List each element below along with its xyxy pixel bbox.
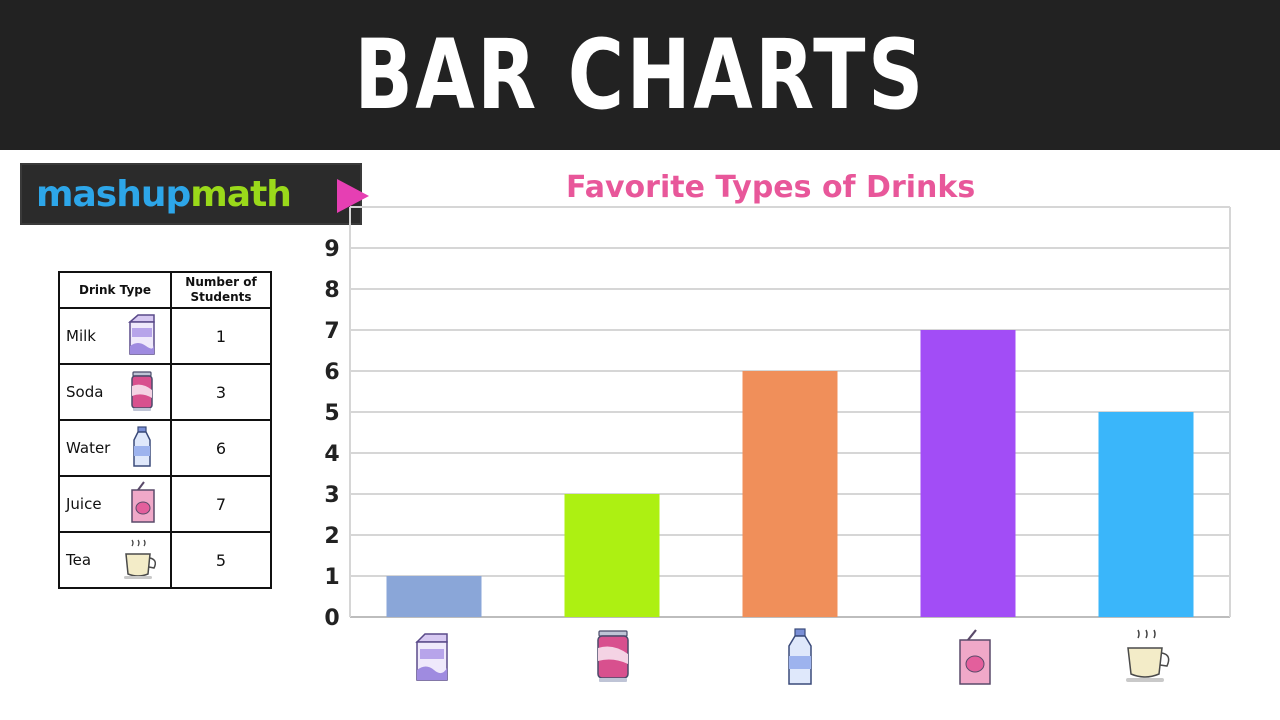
juice-box-icon	[131, 481, 155, 523]
soda-can-icon	[131, 371, 153, 411]
y-tick-label: 3	[324, 483, 339, 508]
y-tick-label: 5	[324, 401, 339, 426]
table-header-row: Drink Type Number of Students	[58, 271, 272, 309]
y-tick-label: 0	[324, 606, 339, 631]
table-row: Soda 3	[58, 363, 272, 421]
drink-type-label: Juice	[66, 495, 102, 513]
y-tick-label: 2	[324, 524, 339, 549]
bar-soda	[564, 494, 660, 617]
banner-title: BAR CHARTS EXPLAINED!	[354, 19, 926, 261]
bar-tea	[1098, 412, 1194, 617]
y-tick-label: 1	[324, 565, 339, 590]
table-header-number-of-students: Number of Students	[170, 271, 272, 309]
y-tick-label: 9	[324, 237, 339, 262]
play-triangle-icon	[337, 179, 369, 213]
y-tick-label: 7	[324, 319, 339, 344]
logo-text-mashup: mashup	[36, 174, 191, 215]
table-row: Milk 1	[58, 307, 272, 365]
bar-milk	[386, 576, 482, 617]
water-bottle-icon	[133, 426, 151, 467]
drink-type-label: Tea	[66, 551, 92, 569]
bar-juice	[920, 330, 1016, 617]
milk-carton-icon	[128, 314, 155, 355]
table-row: Water 6	[58, 419, 272, 477]
student-count: 7	[170, 475, 272, 533]
drink-type-label: Water	[66, 439, 111, 457]
drink-data-table: Drink Type Number of Students Milk 1 Sod…	[58, 271, 272, 589]
student-count: 1	[170, 307, 272, 365]
title-banner: BAR CHARTS EXPLAINED!	[0, 0, 1280, 261]
table-row: Tea 5	[58, 531, 272, 589]
tea-cup-icon	[1126, 629, 1170, 682]
drink-type-label: Soda	[66, 383, 104, 401]
drink-type-label: Milk	[66, 327, 96, 345]
y-tick-label: 6	[324, 360, 339, 385]
water-bottle-icon	[788, 628, 812, 685]
logo-text-math: math	[190, 174, 292, 215]
soda-can-icon	[597, 630, 629, 682]
juice-box-icon	[959, 629, 991, 685]
mashupmath-logo: mashupmath	[20, 163, 369, 225]
student-count: 5	[170, 531, 272, 589]
tea-cup-icon	[124, 539, 157, 579]
bar-water	[742, 371, 838, 617]
table-header-drink-type: Drink Type	[58, 271, 172, 309]
milk-carton-icon	[415, 633, 448, 681]
student-count: 6	[170, 419, 272, 477]
y-tick-label: 8	[324, 278, 339, 303]
student-count: 3	[170, 363, 272, 421]
table-row: Juice 7	[58, 475, 272, 533]
chart-title: Favorite Types of Drinks	[566, 170, 976, 205]
y-tick-label: 4	[324, 442, 339, 467]
